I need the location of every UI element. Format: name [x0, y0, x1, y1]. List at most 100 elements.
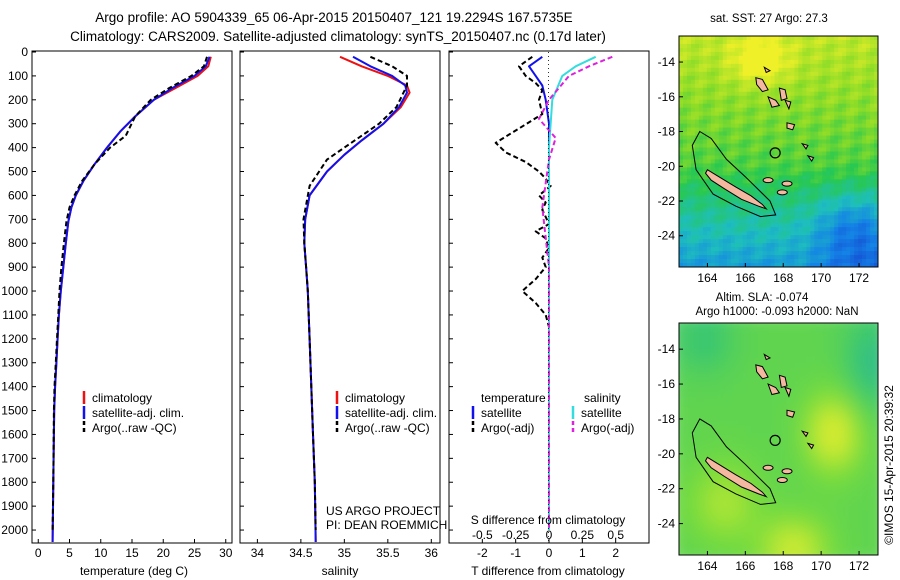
sst-cell: [790, 175, 796, 180]
sst-cell: [690, 127, 696, 133]
sst-cell: [802, 107, 807, 113]
sst-cell: [758, 167, 764, 173]
sst-cell: [866, 255, 871, 260]
sst-cell: [738, 47, 744, 53]
sst-cell: [826, 195, 831, 200]
sst-cell: [710, 251, 716, 256]
sst-cell: [762, 103, 768, 109]
sst-cell: [822, 263, 827, 267]
sst-cell: [826, 179, 831, 184]
sst-cell: [862, 231, 867, 236]
sst-cell: [818, 91, 823, 97]
sst-cell: [870, 43, 875, 49]
sst-cell: [822, 195, 827, 200]
sla-cell: [756, 381, 769, 394]
sst-cell: [714, 91, 720, 97]
legend-label-satellite: satellite-adj. clim.: [92, 406, 184, 420]
sst-cell: [870, 75, 875, 81]
sst-cell: [702, 179, 708, 184]
sst-cell: [690, 59, 696, 65]
sst-cell: [846, 75, 851, 81]
sst-cell: [810, 147, 815, 153]
sla-cell: [822, 392, 835, 406]
sst-cell: [690, 95, 696, 101]
sst-cell: [686, 175, 692, 180]
sst-cell: [786, 163, 792, 169]
sst-cell: [702, 47, 708, 53]
sst-cell: [710, 95, 716, 101]
sst-cell: [738, 95, 744, 101]
legend-label-argo-s: Argo(-adj): [581, 421, 634, 435]
x-tick-label: -1: [510, 546, 521, 560]
sst-cell: [874, 107, 878, 113]
sst-cell: [838, 199, 843, 204]
sst-cell: [766, 259, 772, 264]
sst-cell: [682, 231, 688, 236]
sst-cell: [822, 63, 827, 69]
sst-cell: [762, 199, 768, 204]
sst-cell: [870, 175, 875, 180]
sst-cell: [822, 223, 827, 228]
sst-cell: [694, 183, 700, 188]
sst-cell: [798, 87, 803, 93]
sst-cell: [778, 71, 784, 77]
sst-cell: [850, 59, 855, 65]
sst-cell: [682, 227, 688, 232]
sst-cell: [794, 103, 799, 109]
sst-cell: [706, 39, 712, 45]
sst-cell: [870, 207, 875, 212]
sst-cell: [854, 127, 859, 133]
sst-cell: [762, 227, 768, 232]
sst-cell: [818, 183, 823, 188]
sst-cell: [794, 43, 799, 49]
sst-cell: [726, 151, 732, 157]
sst-cell: [682, 147, 688, 153]
sla-cell: [679, 357, 692, 371]
sst-cell: [818, 255, 823, 260]
sst-cell: [850, 139, 855, 145]
sst-cell: [782, 263, 788, 267]
sst-cell: [826, 187, 831, 192]
sst-cell: [822, 123, 827, 129]
sst-cell: [850, 263, 855, 267]
sst-cell: [782, 227, 788, 232]
sst-cell: [718, 211, 724, 216]
sst-cell: [866, 215, 871, 220]
sst-cell: [814, 119, 819, 125]
sla-cell: [756, 520, 769, 533]
sst-cell: [818, 51, 823, 57]
sst-cell: [682, 159, 688, 165]
sst-cell: [746, 75, 752, 81]
sst-cell: [694, 203, 700, 208]
depth-tick-label: 500: [8, 165, 28, 179]
sst-cell: [742, 71, 748, 77]
sst-cell: [750, 163, 756, 169]
vanuatu-island: [784, 99, 792, 111]
sla-cell: [712, 531, 725, 545]
sst-cell: [826, 219, 831, 224]
sst-cell: [846, 183, 851, 188]
sst-cell: [866, 179, 871, 184]
sst-cell: [778, 63, 784, 69]
sst-cell: [682, 43, 688, 49]
sst-cell: [734, 243, 740, 248]
sst-cell: [802, 87, 807, 93]
sla-cell: [878, 311, 890, 324]
sst-cell: [679, 36, 684, 41]
sla-cell: [767, 334, 780, 348]
sst-cell: [778, 159, 784, 165]
sst-cell: [702, 215, 708, 220]
sst-cell: [838, 175, 843, 180]
sst-cell: [790, 179, 796, 184]
sst-cell: [682, 135, 688, 141]
sst-cell: [766, 91, 772, 97]
sst-cell: [854, 167, 859, 173]
sst-cell: [758, 39, 764, 45]
sst-cell: [874, 255, 878, 260]
sst-cell: [738, 143, 744, 149]
sst-cell: [754, 227, 760, 232]
sst-cell: [834, 247, 839, 252]
sst-cell: [714, 243, 720, 248]
sst-cell: [679, 243, 684, 248]
sst-cell: [830, 83, 835, 89]
